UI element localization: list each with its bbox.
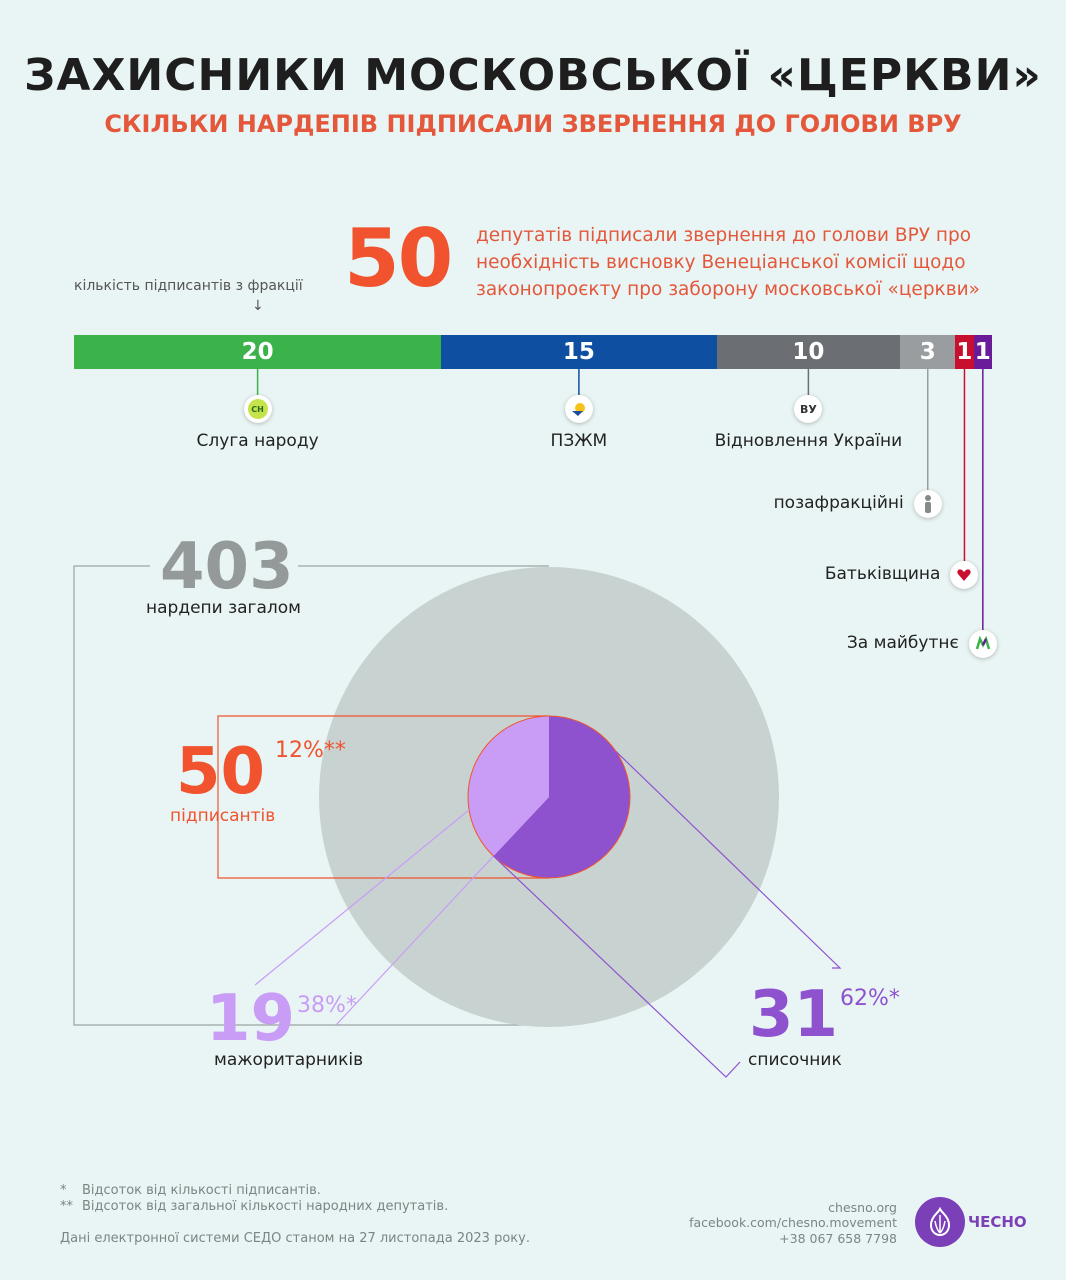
party-label-2: Відновлення України xyxy=(714,431,903,451)
page-subtitle: СКІЛЬКИ НАРДЕПІВ ПІДПИСАЛИ ЗВЕРНЕННЯ ДО … xyxy=(104,110,962,138)
majoritarian-label: мажоритарників xyxy=(214,1050,364,1070)
footnote-2-mark: ** xyxy=(60,1199,73,1214)
bar-segment-1: 15 xyxy=(441,335,717,369)
bar-segment-label-3: 3 xyxy=(919,339,936,365)
bar-segment-label-5: 1 xyxy=(974,339,991,365)
leader-list-2 xyxy=(493,855,741,1078)
leader-majoritarian-2 xyxy=(335,855,494,1026)
bar-segment-2: 10 xyxy=(716,335,901,369)
party-label-5: За майбутнє xyxy=(846,633,959,653)
servant-of-people-logo-icon: СН xyxy=(243,395,272,423)
party-label-4: Батьківщина xyxy=(824,564,941,584)
intro-big-number: 50 xyxy=(344,212,453,305)
bar-segment-0: 20 xyxy=(74,335,442,369)
chesno-logo-icon xyxy=(915,1197,965,1247)
footnote-2: Відсоток від загальної кількості народни… xyxy=(82,1199,449,1214)
intro-description: депутатів підписали звернення до голови … xyxy=(476,225,980,300)
party-label-3: позафракційні xyxy=(773,493,904,513)
connector-lines xyxy=(73,369,984,1026)
chesno-logo-text: ЧЕСНО xyxy=(968,1213,1027,1231)
down-arrow-icon: ↓ xyxy=(252,298,264,314)
heart-icon xyxy=(950,561,979,589)
person-icon xyxy=(913,490,942,518)
total-deputies-number: 403 xyxy=(156,530,298,604)
contact-facebook[interactable]: facebook.com/chesno.movement xyxy=(689,1215,897,1230)
bar-segment-label-2: 10 xyxy=(792,339,825,365)
contact-site[interactable]: chesno.org xyxy=(828,1200,897,1215)
bar-segment-label-1: 15 xyxy=(562,339,595,365)
list-percent: 62%* xyxy=(840,986,900,1011)
list-label: списочник xyxy=(748,1050,842,1070)
signatories-number: 50 xyxy=(176,735,266,809)
total-bracket xyxy=(73,565,549,1026)
signatories-circle-outline xyxy=(467,715,631,879)
bar-segment-label-4: 1 xyxy=(956,339,973,365)
leader-majoritarian-1 xyxy=(254,809,470,986)
fraction-note: кількість підписантів з фракції xyxy=(74,278,303,294)
bar-segment-5: 1 xyxy=(973,335,992,369)
page-title: ЗАХИСНИКИ МОСКОВСЬКОЇ «ЦЕРКВИ» xyxy=(24,50,1042,101)
leader-list-1 xyxy=(615,751,842,969)
pie-chart xyxy=(217,567,842,1078)
footnote-1: Відсоток від кількості підписантів. xyxy=(82,1183,321,1198)
signatories-percent: 12%** xyxy=(275,738,346,763)
data-source: Дані електронної системи СЕДО станом на … xyxy=(60,1231,530,1246)
signatories-bracket xyxy=(217,715,549,879)
majoritarian-percent: 38%* xyxy=(297,993,357,1018)
signatories-label: підписантів xyxy=(170,806,276,826)
platform-logo-icon xyxy=(564,395,593,423)
slice-majoritarian xyxy=(467,715,549,857)
total-deputies-label: нардепи загалом xyxy=(146,598,302,618)
contact-phone: +38 067 658 7798 xyxy=(779,1231,897,1246)
future-logo-icon xyxy=(968,630,997,658)
majoritarian-number: 19 xyxy=(206,982,296,1056)
restoration-logo-icon: ВУ xyxy=(794,395,823,423)
bar-segment-label-0: 20 xyxy=(241,339,274,365)
slice-list xyxy=(493,715,631,879)
bar-segment-3: 3 xyxy=(900,335,956,369)
bar-segment-4: 1 xyxy=(955,335,974,369)
party-label-1: ПЗЖМ xyxy=(550,431,608,451)
faction-stacked-bar: 20 15 10 3 1 1 xyxy=(74,335,992,369)
list-number: 31 xyxy=(749,978,839,1052)
party-label-0: Слуга народу xyxy=(196,431,319,451)
footnote-1-mark: * xyxy=(60,1183,67,1198)
